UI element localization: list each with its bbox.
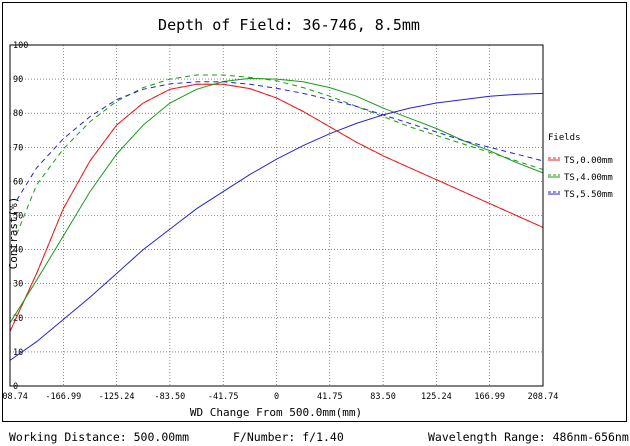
y-tick-label: 70 <box>13 143 23 153</box>
series-line-ts-0-00mm-dashed <box>9 83 544 332</box>
series-lines <box>9 74 544 361</box>
legend-entry: TS,4.00mm <box>564 173 613 183</box>
y-tick-label: 10 <box>13 348 23 358</box>
y-tick-label: 0 <box>13 382 18 392</box>
x-tick-label: 166.99 <box>474 392 505 402</box>
x-axis-label: WD Change From 500.0mm(mm) <box>190 406 362 419</box>
y-tick-label: 80 <box>13 109 23 119</box>
x-tick-label: -166.99 <box>45 392 81 402</box>
dof-chart: Depth of Field: 36-746, 8.5mm -208.74 -16… <box>3 16 613 419</box>
y-tick-label: 20 <box>13 314 23 324</box>
x-tick-label: -125.24 <box>99 392 135 402</box>
legend-entry: TS,0.00mm <box>564 156 613 166</box>
x-tick-label: 83.50 <box>370 392 396 402</box>
grid <box>10 45 543 386</box>
chart-title: Depth of Field: 36-746, 8.5mm <box>158 16 420 34</box>
x-tick-label: 125.24 <box>421 392 452 402</box>
y-tick-label: 50 <box>13 212 23 222</box>
y-tick-label: 30 <box>13 280 23 290</box>
plot-border <box>9 44 544 387</box>
x-tick-label: 41.75 <box>317 392 343 402</box>
series-line-ts-4-00mm-dashed <box>16 74 544 235</box>
x-tick-label: -83.50 <box>155 392 186 402</box>
series-line-ts-5-50mm <box>9 92 544 361</box>
legend-entry: TS,5.50mm <box>564 190 613 200</box>
y-tick-label: 90 <box>13 75 23 85</box>
f-number-label: F/Number: f/1.40 <box>233 430 344 444</box>
x-tick-label: -208.74 <box>3 392 28 402</box>
legend: Fields TS,0.00mm TS,4.00mm TS,5.50mm <box>548 133 613 200</box>
chart-frame: Depth of Field: 36-746, 8.5mm -208.74 -16… <box>2 2 627 422</box>
legend-title: Fields <box>548 133 581 143</box>
footer-bar: Working Distance: 500.00mm F/Number: f/1… <box>0 424 630 446</box>
tick-labels: -208.74 -166.99 -125.24 -83.50 -41.75 0 41.75 8… <box>3 41 558 402</box>
wavelength-range-label: Wavelength Range: 486nm-656nm <box>428 430 629 444</box>
x-tick-label: 0 <box>274 392 279 402</box>
y-axis-label: Contrast(%) <box>7 197 20 270</box>
x-tick-label: -41.75 <box>208 392 239 402</box>
y-tick-label: 100 <box>13 41 28 51</box>
y-tick-label: 40 <box>13 246 23 256</box>
x-tick-label: 208.74 <box>528 392 559 402</box>
series-line-ts-4-00mm <box>9 77 544 324</box>
working-distance-label: Working Distance: 500.00mm <box>9 430 190 444</box>
y-tick-label: 60 <box>13 177 23 187</box>
series-line-ts-5-50mm-dashed <box>16 81 544 201</box>
